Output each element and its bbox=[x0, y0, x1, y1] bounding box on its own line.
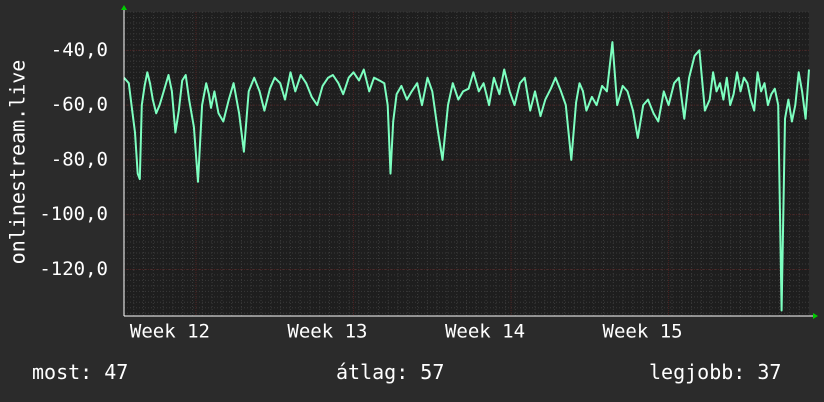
y-axis-label: onlinestream.live bbox=[6, 60, 30, 265]
y-tick-label: -120,0 bbox=[39, 258, 108, 280]
chart: -40,0 -60,0 -80,0 -100,0 -120,0 Week 12 Week 1… bbox=[6, 5, 818, 343]
x-tick-label: Week 13 bbox=[287, 321, 367, 343]
plot-background bbox=[124, 12, 809, 316]
y-axis-arrow bbox=[121, 5, 127, 10]
x-tick-label: Week 12 bbox=[130, 321, 210, 343]
y-tick-label: -100,0 bbox=[39, 203, 108, 225]
y-tick-label: -80,0 bbox=[51, 148, 108, 170]
x-tick-label: Week 15 bbox=[603, 321, 683, 343]
y-tick-label: -40,0 bbox=[51, 39, 108, 61]
x-tick-label: Week 14 bbox=[445, 321, 525, 343]
best-value: legjobb: 37 bbox=[649, 360, 782, 384]
plot-area: -40,0 -60,0 -80,0 -100,0 -120,0 Week 12 Week 1… bbox=[39, 5, 818, 343]
average-value: átlag: 57 bbox=[336, 360, 445, 384]
x-axis-arrow bbox=[813, 313, 818, 319]
current-value: most: 47 bbox=[32, 360, 129, 384]
stats-bar: most: 47 átlag: 57 legjobb: 37 bbox=[0, 360, 824, 390]
data-line bbox=[123, 41, 810, 312]
y-tick-label: -60,0 bbox=[51, 94, 108, 116]
